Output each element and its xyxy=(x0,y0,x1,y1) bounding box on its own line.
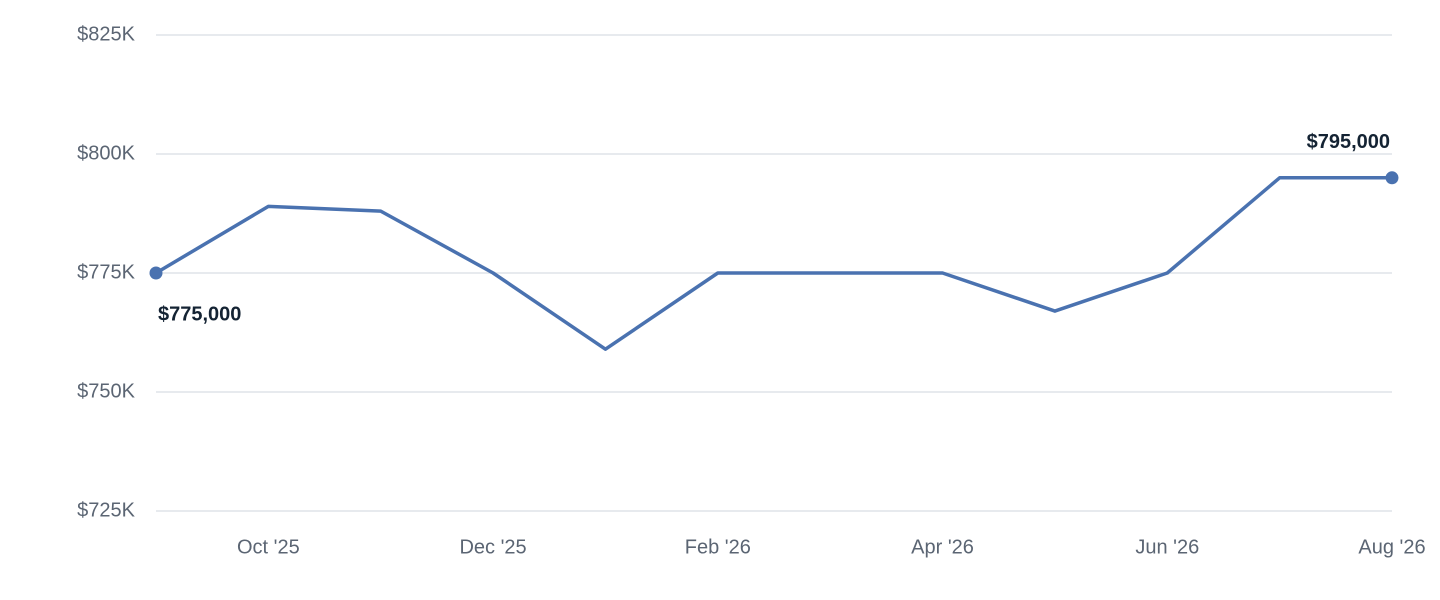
x-tick-label: Dec '25 xyxy=(459,536,526,558)
data-label: $795,000 xyxy=(1307,131,1390,153)
x-tick-label: Oct '25 xyxy=(237,536,300,558)
x-tick-label: Aug '26 xyxy=(1358,536,1425,558)
x-tick-label: Apr '26 xyxy=(911,536,974,558)
x-tick-label: Jun '26 xyxy=(1135,536,1199,558)
data-label: $775,000 xyxy=(158,303,241,325)
y-tick-label: $800K xyxy=(77,142,135,164)
x-tick-label: Feb '26 xyxy=(685,536,751,558)
y-tick-label: $750K xyxy=(77,380,135,402)
endpoint-marker xyxy=(149,266,163,280)
y-tick-label: $775K xyxy=(77,261,135,283)
line xyxy=(155,176,1392,351)
y-tick-label: $725K xyxy=(77,499,135,521)
endpoint-marker xyxy=(1385,171,1399,185)
y-tick-label: $825K xyxy=(77,23,135,45)
